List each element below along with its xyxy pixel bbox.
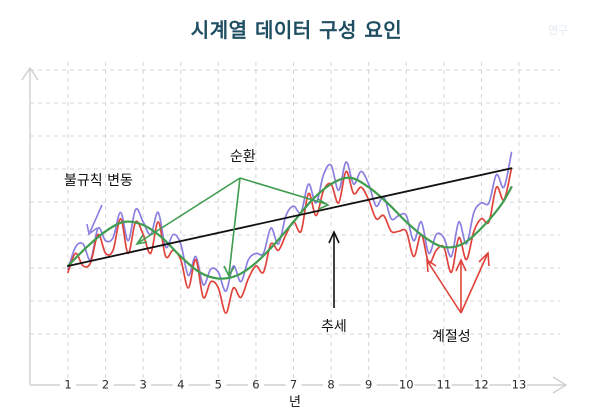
trend-series-line xyxy=(67,167,513,267)
seasonal-label: 계절성 xyxy=(432,329,471,345)
x-tick-backdrop xyxy=(135,378,152,392)
x-tick-backdrop xyxy=(398,378,415,392)
x-tick-label: 6 xyxy=(252,378,259,392)
irregular-label: 불규칙 변동 xyxy=(64,173,133,189)
x-tick-label: 13 xyxy=(512,378,527,392)
cycle-series-line xyxy=(66,176,513,280)
x-tick-backdrop xyxy=(210,378,227,392)
x-tick-backdrop xyxy=(511,378,527,392)
x-tick-backdrop xyxy=(97,378,114,392)
x-tick-label: 2 xyxy=(102,378,109,392)
x-tick-backdrop xyxy=(285,378,302,392)
x-tick-backdrop xyxy=(360,378,377,392)
x-tick-backdrop xyxy=(60,378,76,392)
trend-label: 추세 xyxy=(321,319,347,335)
x-tick-label: 10 xyxy=(399,378,414,392)
x-tick-label: 8 xyxy=(327,378,334,392)
x-axis-arrow-icon xyxy=(552,376,568,394)
x-tick-label: 3 xyxy=(140,378,147,392)
cycle-arrows xyxy=(135,177,330,278)
x-tick-label: 12 xyxy=(474,378,489,392)
x-tick-label: 7 xyxy=(290,378,297,392)
x-axis-label: 년 xyxy=(289,395,301,410)
x-tick-backdrop xyxy=(473,378,490,392)
trend-arrow xyxy=(328,230,340,308)
irregular-series-line xyxy=(67,151,513,293)
cycle-label: 순환 xyxy=(230,149,256,165)
x-tick-label: 4 xyxy=(177,378,184,392)
x-tick-backdrop xyxy=(435,378,452,392)
x-tick-label: 1 xyxy=(64,378,71,392)
x-tick-labels: 1 2 3 4 5 6 7 8 9 10 11 12 13 xyxy=(60,378,527,392)
x-tick-label: 5 xyxy=(215,378,222,392)
chart-title: 시계열 데이터 구성 요인 xyxy=(190,18,403,42)
seasonal-arrows xyxy=(426,251,490,314)
x-tick-backdrop xyxy=(247,378,264,392)
y-axis-arrow-icon xyxy=(21,66,39,81)
x-tick-backdrop xyxy=(172,378,189,392)
x-tick-label: 11 xyxy=(437,378,452,392)
annotation-arrows xyxy=(86,177,490,314)
series-layer xyxy=(66,151,513,315)
irregular-arrow xyxy=(86,204,103,236)
watermark: 연구 xyxy=(548,24,569,37)
x-tick-label: 9 xyxy=(365,378,372,392)
x-tick-backdrop xyxy=(323,378,340,392)
